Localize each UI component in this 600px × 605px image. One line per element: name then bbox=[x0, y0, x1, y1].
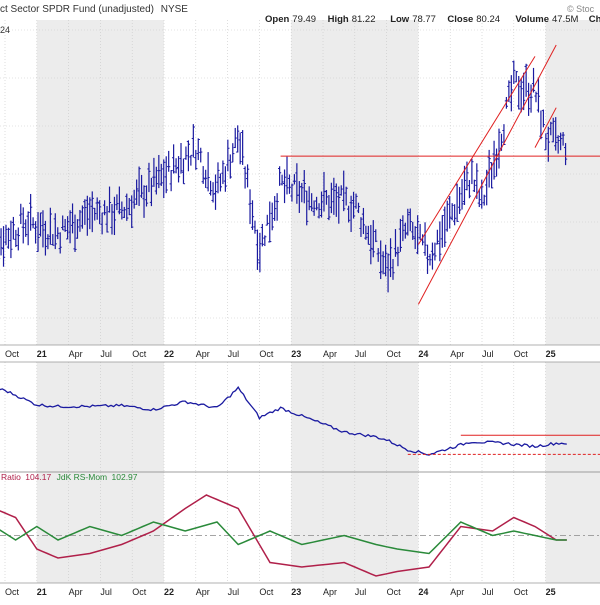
x-tick-label: Jul bbox=[355, 587, 367, 597]
x-tick-label: Oct bbox=[259, 587, 274, 597]
channel-break-line bbox=[534, 107, 557, 148]
price-scale-label: 24 bbox=[0, 25, 10, 35]
x-tick-label: 22 bbox=[164, 587, 174, 597]
rrg-legend: Ratio 104.17 JdK RS-Mom 102.97 bbox=[1, 472, 138, 482]
x-tick-label: Oct bbox=[259, 349, 274, 359]
x-tick-label: Apr bbox=[69, 587, 83, 597]
relative-strength-series bbox=[0, 386, 600, 456]
year-shade bbox=[36, 472, 164, 583]
x-axis-labels: Oct Oct 21 21 Apr Apr Jul Jul Oct Oct 22 22 Apr Apr Ju… bbox=[5, 349, 556, 597]
x-tick-label: 23 bbox=[291, 349, 301, 359]
x-tick-label: 22 bbox=[164, 349, 174, 359]
quote-item: Chg+0. bbox=[589, 14, 600, 25]
x-tick-label: Oct bbox=[132, 349, 147, 359]
quote-item: Volume 47.5M bbox=[515, 14, 578, 25]
x-tick-label: Apr bbox=[196, 349, 210, 359]
x-tick-label: Jul bbox=[100, 349, 112, 359]
quote-item: Close 80.24 bbox=[447, 14, 500, 25]
x-tick-label: 21 bbox=[37, 349, 47, 359]
rrg-ratio-line bbox=[0, 494, 567, 577]
x-tick-label: Jul bbox=[100, 587, 112, 597]
x-tick-label: 21 bbox=[37, 587, 47, 597]
x-tick-label: Jul bbox=[482, 587, 494, 597]
credit-text: © Stoc bbox=[567, 4, 595, 14]
chart-title: ct Sector SPDR Fund (unadjusted) NYSE bbox=[0, 4, 188, 15]
quote-readout: Open 79.49 High 81.22 Low 78.77 Close 80.24 Volu… bbox=[265, 14, 600, 25]
relative-strength-line bbox=[0, 386, 567, 456]
chart-grid bbox=[0, 20, 600, 584]
x-tick-label: Oct bbox=[387, 349, 402, 359]
x-tick-label: Apr bbox=[69, 349, 83, 359]
x-tick-label: Apr bbox=[323, 587, 337, 597]
x-tick-label: Oct bbox=[132, 587, 147, 597]
x-tick-label: Oct bbox=[5, 587, 20, 597]
x-tick-label: Apr bbox=[450, 587, 464, 597]
x-tick-label: Oct bbox=[514, 587, 529, 597]
x-tick-label: 24 bbox=[418, 349, 428, 359]
rrg-momentum-line bbox=[0, 521, 567, 555]
x-tick-label: 23 bbox=[291, 587, 301, 597]
x-tick-label: Oct bbox=[387, 587, 402, 597]
rrg-series bbox=[0, 494, 600, 577]
x-tick-label: Apr bbox=[323, 349, 337, 359]
x-tick-label: Jul bbox=[482, 349, 494, 359]
channel-upper-line bbox=[417, 56, 536, 245]
x-tick-label: Oct bbox=[5, 349, 20, 359]
x-tick-label: 25 bbox=[546, 349, 556, 359]
quote-item: Open 79.49 bbox=[265, 14, 316, 25]
x-tick-label: 25 bbox=[546, 587, 556, 597]
x-tick-label: Jul bbox=[355, 349, 367, 359]
channel-lower-line bbox=[417, 44, 557, 305]
x-tick-label: Apr bbox=[196, 587, 210, 597]
year-shade bbox=[545, 20, 600, 345]
trend-lines bbox=[280, 44, 600, 305]
year-shade bbox=[545, 472, 600, 583]
quote-item: High 81.22 bbox=[328, 14, 376, 25]
x-tick-label: Apr bbox=[450, 349, 464, 359]
quote-item: Low 78.77 bbox=[390, 14, 436, 25]
x-tick-label: Jul bbox=[228, 349, 240, 359]
x-tick-label: 24 bbox=[418, 587, 428, 597]
price-series bbox=[0, 60, 568, 293]
x-tick-label: Oct bbox=[514, 349, 529, 359]
x-tick-label: Jul bbox=[228, 587, 240, 597]
year-shade bbox=[545, 362, 600, 472]
